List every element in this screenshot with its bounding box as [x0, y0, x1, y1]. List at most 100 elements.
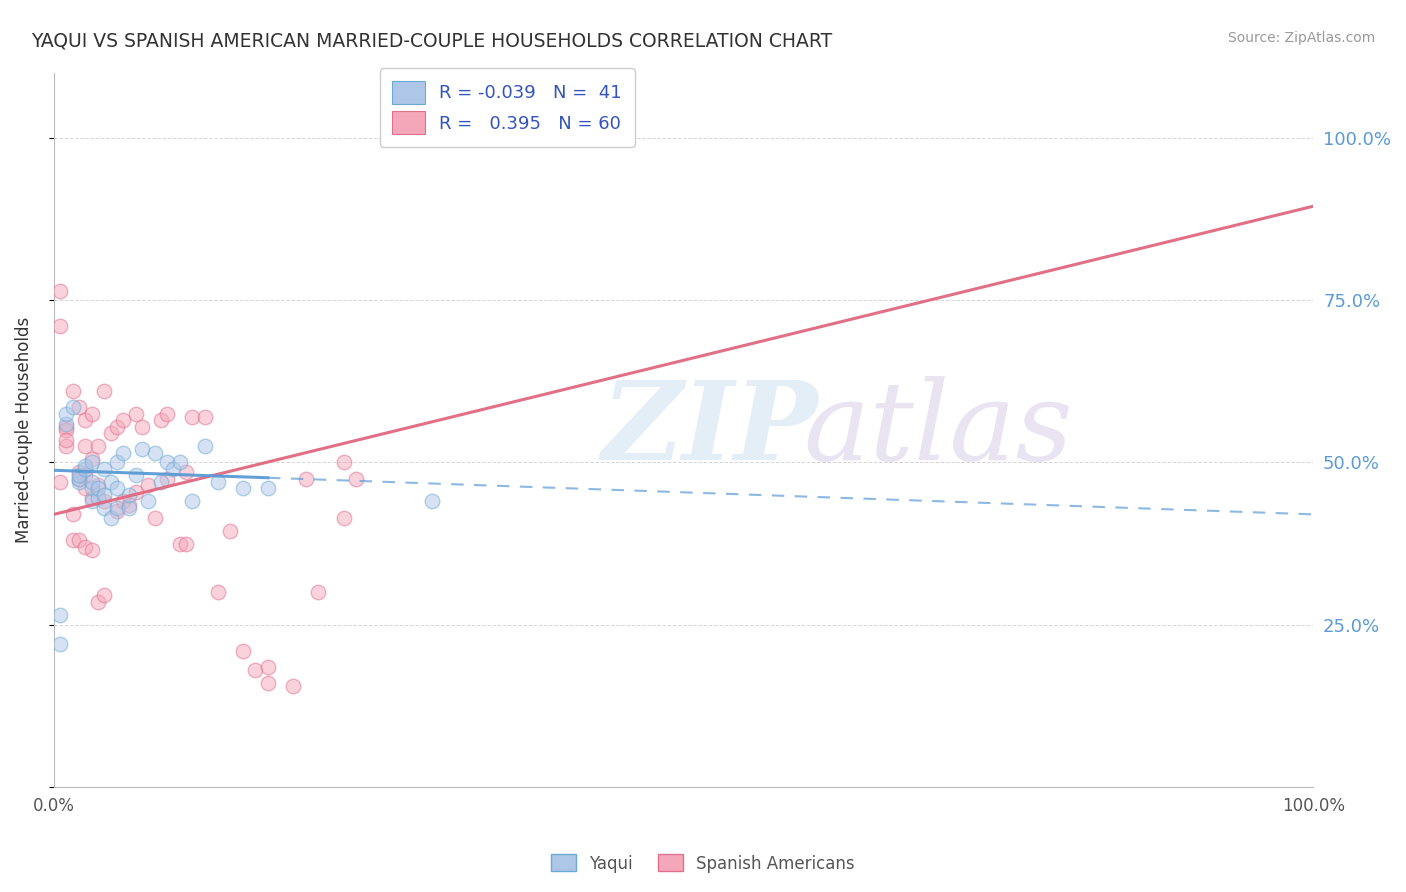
Point [112, 413, 135, 427]
Point [219, 524, 242, 538]
Point [112, 494, 135, 508]
Point [143, 446, 166, 460]
Point [67, 472, 90, 486]
Point [156, 407, 179, 421]
Point [281, 679, 304, 693]
Point [75, 468, 97, 483]
Point [87, 482, 110, 496]
Legend: R = -0.039   N =  41, R =   0.395   N = 60: R = -0.039 N = 41, R = 0.395 N = 60 [380, 68, 634, 147]
Point [257, 660, 280, 674]
Point [257, 676, 280, 690]
Point [105, 455, 128, 469]
Point [75, 458, 97, 473]
Point [49, 637, 72, 651]
Point [49, 319, 72, 334]
Point [55, 419, 77, 434]
Point [125, 468, 148, 483]
Point [207, 475, 229, 489]
Point [112, 446, 135, 460]
Text: Source: ZipAtlas.com: Source: ZipAtlas.com [1227, 31, 1375, 45]
Point [55, 417, 77, 431]
Point [143, 510, 166, 524]
Point [93, 500, 115, 515]
Point [105, 504, 128, 518]
Point [307, 585, 329, 599]
Point [93, 384, 115, 398]
Point [136, 494, 159, 508]
Point [62, 401, 84, 415]
Point [62, 508, 84, 522]
Point [149, 475, 172, 489]
Point [80, 494, 103, 508]
Point [232, 643, 254, 657]
Point [105, 419, 128, 434]
Point [344, 472, 367, 486]
Point [169, 455, 191, 469]
Point [93, 589, 115, 603]
Point [80, 475, 103, 489]
Point [62, 384, 84, 398]
Point [181, 494, 204, 508]
Point [174, 536, 197, 550]
Point [118, 498, 141, 512]
Point [194, 439, 217, 453]
Point [156, 455, 179, 469]
Point [80, 455, 103, 469]
Point [257, 482, 280, 496]
Point [67, 468, 90, 483]
Point [105, 500, 128, 515]
Point [420, 494, 443, 508]
Point [75, 462, 97, 476]
Point [67, 533, 90, 548]
Text: atlas: atlas [803, 376, 1073, 483]
Point [93, 462, 115, 476]
Point [169, 536, 191, 550]
Point [87, 491, 110, 505]
Legend: Yaqui, Spanish Americans: Yaqui, Spanish Americans [544, 847, 862, 880]
Point [125, 484, 148, 499]
Point [67, 475, 90, 489]
Point [332, 455, 354, 469]
Point [55, 423, 77, 437]
Point [93, 488, 115, 502]
Point [149, 413, 172, 427]
Point [162, 462, 184, 476]
Point [75, 482, 97, 496]
Point [118, 488, 141, 502]
Point [136, 478, 159, 492]
Point [232, 482, 254, 496]
Text: ZIP: ZIP [602, 376, 818, 483]
Y-axis label: Married-couple Households: Married-couple Households [15, 317, 32, 543]
Point [62, 533, 84, 548]
Point [80, 543, 103, 558]
Point [49, 284, 72, 298]
Point [156, 472, 179, 486]
Point [87, 478, 110, 492]
Point [87, 595, 110, 609]
Point [245, 663, 267, 677]
Point [80, 482, 103, 496]
Point [75, 439, 97, 453]
Point [80, 407, 103, 421]
Point [332, 510, 354, 524]
Point [55, 407, 77, 421]
Point [131, 419, 153, 434]
Point [118, 500, 141, 515]
Point [80, 491, 103, 505]
Text: YAQUI VS SPANISH AMERICAN MARRIED-COUPLE HOUSEHOLDS CORRELATION CHART: YAQUI VS SPANISH AMERICAN MARRIED-COUPLE… [31, 31, 832, 50]
Point [75, 540, 97, 554]
Point [67, 472, 90, 486]
Point [181, 410, 204, 425]
Point [294, 472, 316, 486]
Point [207, 585, 229, 599]
Point [67, 465, 90, 479]
Point [80, 452, 103, 467]
Point [131, 442, 153, 457]
Point [87, 439, 110, 453]
Point [49, 607, 72, 622]
Point [93, 494, 115, 508]
Point [55, 433, 77, 447]
Point [67, 401, 90, 415]
Point [75, 413, 97, 427]
Point [125, 407, 148, 421]
